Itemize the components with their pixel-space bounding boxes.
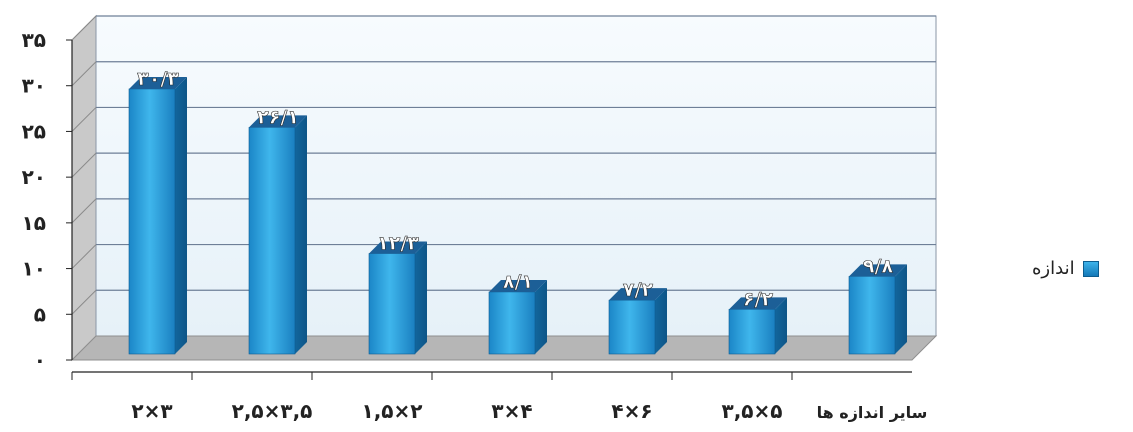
data-label: ۱۲/۳ (377, 233, 419, 255)
bar (848, 276, 896, 355)
y-tick-label: ۰ (34, 348, 46, 372)
bar-side (295, 115, 307, 354)
x-tick-label: ۲×۳ (131, 399, 172, 423)
x-tick-label: سایر اندازه ها (817, 403, 928, 422)
bar (728, 309, 776, 355)
data-label: ۷/۲ (623, 279, 654, 301)
data-label: ۸/۱ (503, 271, 533, 293)
legend-label: اندازه (1032, 258, 1075, 279)
y-tick-label: ۲۰ (22, 165, 46, 189)
y-tick-label: ۳۵ (22, 28, 46, 52)
gridline-side (71, 198, 97, 224)
data-label: ۲۶/۱ (257, 106, 299, 128)
bar-side (655, 288, 667, 354)
y-tick-label: ۲۵ (22, 119, 46, 143)
gridline-side (71, 15, 97, 41)
bar-top (729, 297, 787, 310)
bar-side (775, 297, 787, 354)
gridline-side (71, 61, 97, 87)
bar-top (249, 115, 307, 128)
bar (608, 299, 656, 355)
data-label: ۹/۸ (863, 255, 894, 277)
legend-swatch (1082, 260, 1099, 277)
x-tick-label: ۱,۵×۲ (362, 399, 423, 423)
bar-top (849, 264, 907, 277)
side-wall (71, 14, 97, 362)
bar-side (415, 241, 427, 354)
bar-top (129, 76, 187, 89)
gridline-side (71, 244, 97, 269)
gridline-side (71, 107, 97, 132)
chart-legend: اندازه (1032, 258, 1099, 279)
data-label: ۶/۲ (743, 288, 774, 310)
bar (488, 291, 536, 355)
bar (128, 88, 176, 355)
gridline-side (71, 289, 97, 315)
bar-top (489, 279, 547, 292)
bar-top (609, 288, 667, 301)
bar-side (535, 279, 547, 354)
gridline-side (71, 152, 97, 178)
bar-top (369, 241, 427, 254)
y-tick-label: ۵ (34, 302, 46, 326)
y-tick-label: ۱۵ (22, 211, 46, 235)
bar-side (895, 264, 907, 354)
bar-side (175, 76, 187, 354)
x-tick-label: ۲,۵×۳,۵ (232, 399, 313, 423)
data-label: ۳۰/۳ (137, 68, 179, 90)
x-tick-label: ۳,۵×۵ (722, 399, 783, 423)
x-tick-label: ۳×۴ (491, 399, 532, 423)
x-tick-label: ۴×۶ (611, 399, 652, 423)
y-tick-label: ۱۰ (22, 257, 46, 281)
y-tick-label: ۳۰ (22, 74, 46, 98)
bar (248, 127, 296, 355)
bar (368, 253, 416, 355)
